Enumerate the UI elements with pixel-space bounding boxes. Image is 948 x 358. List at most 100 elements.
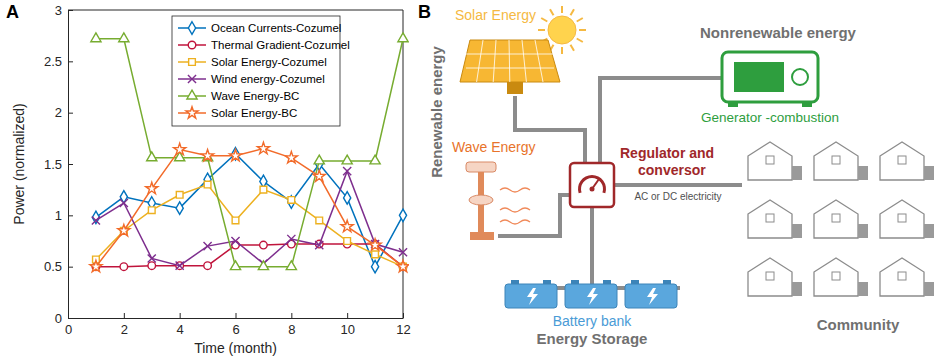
data-point [176, 202, 183, 214]
data-point [288, 197, 295, 204]
data-point [369, 239, 381, 250]
legend-label: Wind energy-Cozumel [211, 73, 325, 85]
data-point [147, 152, 157, 161]
tick: 2 [121, 313, 128, 337]
legend-marker [189, 59, 196, 66]
tick-mark [68, 113, 73, 114]
data-point [92, 216, 100, 224]
tick: 12 [396, 313, 410, 337]
data-point [287, 235, 295, 243]
tick-mark [347, 313, 348, 318]
series-line [96, 244, 403, 267]
data-point [344, 192, 351, 204]
data-point [288, 196, 295, 208]
tick: 6 [232, 313, 239, 337]
data-point [118, 224, 130, 235]
legend-entry: Ocean Currents-Cozumel [178, 22, 341, 34]
data-point [260, 186, 267, 193]
tick-mark [68, 215, 73, 216]
data-point [204, 242, 212, 250]
x-axis: 024681012 [65, 313, 411, 337]
data-point [146, 182, 158, 193]
data-point [257, 142, 269, 153]
tick: 4 [177, 313, 184, 337]
data-point [314, 155, 324, 164]
data-point [399, 209, 406, 221]
legend-marker [186, 107, 198, 118]
legend-marker [187, 90, 197, 99]
data-point [204, 262, 212, 270]
legend-entry: Wind energy-Cozumel [178, 73, 325, 85]
diagram: B Solar Energy Generator -combustion Nonren… [418, 2, 934, 347]
data-point [344, 238, 351, 245]
data-point [397, 260, 409, 271]
group-label: Nonrenewable energy [700, 24, 857, 41]
data-point [313, 170, 325, 181]
tick: 2.5 [44, 54, 73, 69]
edge-label: AC or DC electricity [634, 191, 721, 202]
data-point [230, 261, 240, 270]
legend-entry: Thermal Gradient-Cozumel [178, 39, 350, 51]
series-line [96, 149, 403, 267]
data-point [232, 217, 239, 224]
tick: 0 [55, 311, 73, 326]
tick-mark [124, 313, 125, 318]
series-line [96, 39, 403, 267]
tick-label: 12 [396, 322, 410, 337]
y-axis-title: Power (normalized) [11, 103, 27, 224]
legend-label: Solar Energy-BC [211, 107, 297, 119]
group-label: Renewable energy [428, 45, 445, 177]
legend-label: Wave Energy-BC [211, 90, 299, 102]
panel-label: A [6, 2, 19, 22]
y-axis: 00.511.522.53 [44, 3, 73, 326]
data-point [231, 237, 239, 245]
data-point [399, 248, 407, 256]
regulator-icon [570, 163, 614, 207]
tick-mark [68, 164, 73, 165]
data-point [92, 211, 99, 223]
data-point [398, 33, 408, 42]
data-point [91, 33, 101, 42]
data-point [372, 251, 379, 258]
legend-entry: Wave Energy-BC [178, 90, 299, 102]
tick: 3 [55, 3, 73, 18]
tick-mark [236, 313, 237, 318]
legend-marker [188, 41, 196, 49]
tick-label: 10 [340, 322, 354, 337]
node-label: Regulator and [620, 145, 714, 161]
frame [403, 10, 404, 318]
node-label: Energy Storage [537, 330, 648, 347]
node-label: Generator -combustion [701, 110, 839, 125]
tick-label: 0 [55, 311, 62, 326]
node-label: Solar Energy [455, 7, 536, 23]
legend-entry: Solar Energy-BC [178, 107, 297, 119]
axis-line [69, 318, 404, 319]
panel-label: B [418, 2, 431, 22]
data-point [341, 220, 353, 231]
tick-label: 0.5 [44, 259, 62, 274]
data-point [176, 262, 184, 270]
legend-label: Ocean Currents-Cozumel [211, 22, 341, 34]
tick: 1 [55, 208, 73, 223]
tick-mark [68, 10, 73, 11]
tick-mark [403, 313, 404, 318]
data-point [315, 241, 323, 249]
legend-entry: Solar Energy-Cozumel [178, 56, 327, 68]
data-point [202, 149, 214, 160]
series-line [96, 154, 403, 267]
data-point [119, 33, 129, 42]
data-point [176, 191, 183, 198]
tick: 10 [340, 313, 354, 337]
data-point [285, 152, 297, 163]
data-point [148, 207, 155, 214]
data-point [342, 155, 352, 164]
node-label: conversor [638, 162, 706, 178]
legend-marker [188, 22, 195, 34]
tick-label: 2 [55, 105, 62, 120]
data-point [174, 143, 186, 154]
data-point [120, 263, 128, 271]
legend-label: Solar Energy-Cozumel [211, 56, 327, 68]
x-axis-title: Time (month) [194, 340, 277, 356]
connector [614, 183, 742, 187]
tick: 8 [288, 313, 295, 337]
